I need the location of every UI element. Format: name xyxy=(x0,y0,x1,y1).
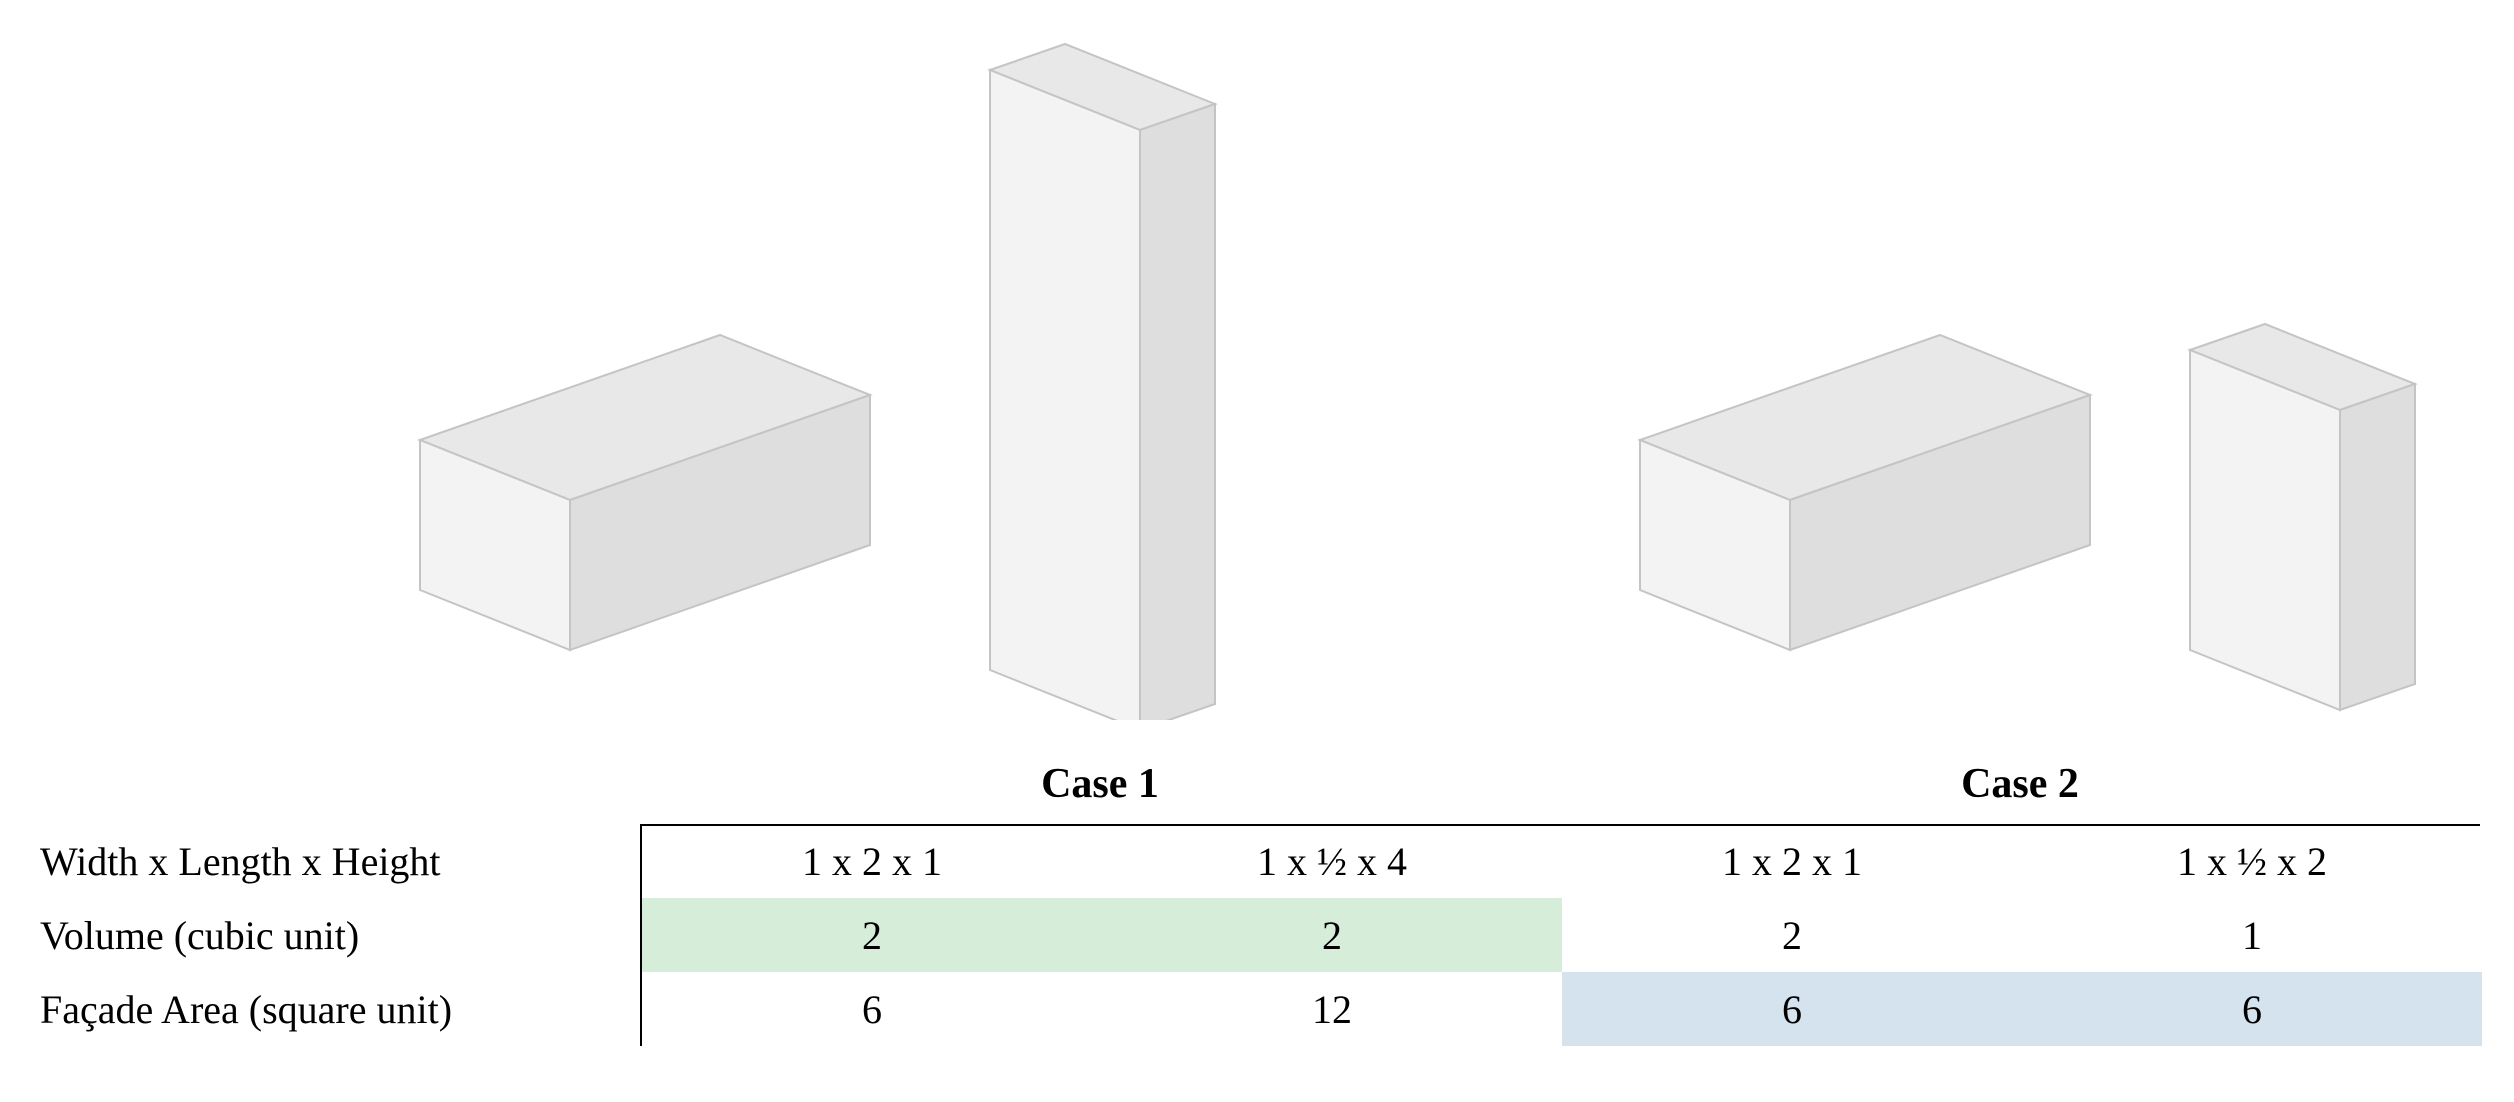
shapes-area xyxy=(0,0,2514,720)
row-label: Width x Length x Height xyxy=(40,838,640,885)
table-header-row: Case 1 Case 2 xyxy=(40,760,2480,808)
cell: 2 xyxy=(642,912,1102,959)
cell: 1 x ½ x 2 xyxy=(2022,838,2482,885)
case1-box2 xyxy=(990,44,1215,720)
cell: 1 x 2 x 1 xyxy=(642,838,1102,885)
row-label: Façade Area (square unit) xyxy=(40,986,640,1033)
case1-box1 xyxy=(420,335,870,650)
case2-cells: 1 x 2 x 1 1 x ½ x 2 xyxy=(1562,824,2482,898)
cell: 1 xyxy=(2022,912,2482,959)
case1-cells: 6 12 xyxy=(642,972,1562,1046)
case2-cells: 2 1 xyxy=(1562,898,2482,972)
data-cells: 1 x 2 x 1 1 x ½ x 4 1 x 2 x 1 1 x ½ x 2 xyxy=(640,824,2480,898)
cell: 6 xyxy=(1562,986,2022,1033)
data-cells: 6 12 6 6 xyxy=(640,972,2480,1046)
row-label: Volume (cubic unit) xyxy=(40,912,640,959)
case1-cells: 1 x 2 x 1 1 x ½ x 4 xyxy=(642,824,1562,898)
header-case1: Case 1 xyxy=(640,760,1560,808)
data-cells: 2 2 2 1 xyxy=(640,898,2480,972)
cell: 1 x ½ x 4 xyxy=(1102,838,1562,885)
shapes-svg xyxy=(0,0,2514,720)
cell: 6 xyxy=(642,986,1102,1033)
header-case2: Case 2 xyxy=(1560,760,2480,808)
cell: 2 xyxy=(1102,912,1562,959)
cell: 2 xyxy=(1562,912,2022,959)
table-row: Width x Length x Height 1 x 2 x 1 1 x ½ … xyxy=(40,824,2480,898)
cell: 6 xyxy=(2022,986,2482,1033)
case1-cells-highlighted: 2 2 xyxy=(642,898,1562,972)
cell: 1 x 2 x 1 xyxy=(1562,838,2022,885)
table-body: Width x Length x Height 1 x 2 x 1 1 x ½ … xyxy=(40,824,2480,1046)
case2-cells-highlighted: 6 6 xyxy=(1562,972,2482,1046)
table-row: Façade Area (square unit) 6 12 6 6 xyxy=(40,972,2480,1046)
data-table: Case 1 Case 2 Width x Length x Height 1 … xyxy=(40,760,2480,1046)
table-row: Volume (cubic unit) 2 2 2 1 xyxy=(40,898,2480,972)
case2-box1 xyxy=(1640,335,2090,650)
table-top-border xyxy=(640,824,2480,826)
main-container: Case 1 Case 2 Width x Length x Height 1 … xyxy=(0,0,2514,1102)
case2-box2 xyxy=(2190,324,2415,710)
cell: 12 xyxy=(1102,986,1562,1033)
header-spacer xyxy=(40,760,640,808)
